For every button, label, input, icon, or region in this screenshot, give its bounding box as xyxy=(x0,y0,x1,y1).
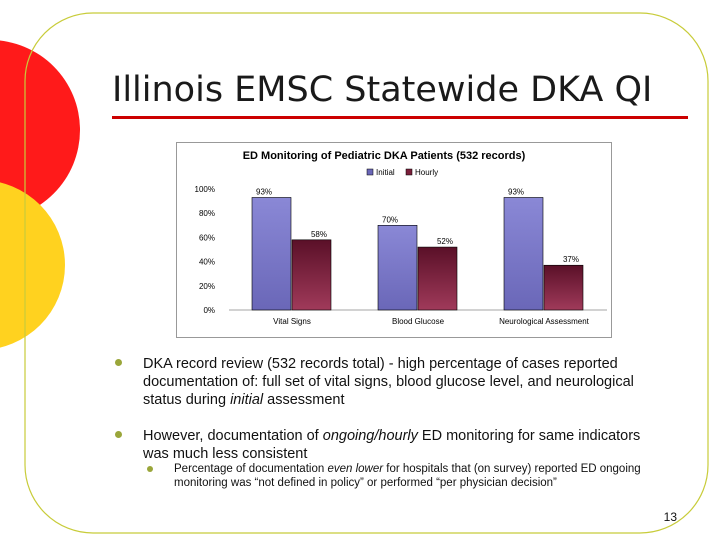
bar-chart: ED Monitoring of Pediatric DKA Patients … xyxy=(195,150,607,326)
text-segment: for hospitals that (on survey) reported … xyxy=(174,463,641,489)
legend-label-initial: Initial xyxy=(376,168,395,177)
sub-bullet-1: Percentage of documentation even lower f… xyxy=(147,463,664,490)
page-number: 13 xyxy=(663,510,677,524)
chart-container: ED Monitoring of Pediatric DKA Patients … xyxy=(176,142,612,338)
text-segment: assessment xyxy=(263,392,345,408)
bullet-2: However, documentation of ongoing/hourly… xyxy=(115,427,643,463)
bullet-dot-icon xyxy=(115,431,122,438)
bullet-dot-icon xyxy=(115,359,122,366)
bar-hourly xyxy=(543,264,584,311)
data-label: 52% xyxy=(437,237,453,246)
text-segment: even lower xyxy=(327,463,384,475)
chart-title: ED Monitoring of Pediatric DKA Patients … xyxy=(243,150,526,162)
data-label: 58% xyxy=(311,230,327,239)
sub-bullet-1-text: Percentage of documentation even lower f… xyxy=(174,463,641,489)
data-label: 93% xyxy=(256,187,272,196)
red-accent-circle xyxy=(0,40,80,220)
text-segment: ongoing/hourly xyxy=(322,428,418,444)
x-tick-label: Blood Glucose xyxy=(392,317,445,326)
bar-initial xyxy=(251,197,292,311)
bar-initial xyxy=(377,225,418,311)
legend-swatch-initial xyxy=(366,168,374,176)
bar-initial xyxy=(503,197,544,311)
x-tick-label: Vital Signs xyxy=(273,317,311,326)
bar-hourly xyxy=(417,246,458,311)
text-segment: DKA record review (532 records total) - … xyxy=(143,356,634,408)
text-segment: initial xyxy=(230,392,264,408)
y-tick-label: 60% xyxy=(199,233,215,242)
text-segment: However, documentation of xyxy=(143,428,323,444)
text-segment: Percentage of documentation xyxy=(174,463,328,475)
title-underline xyxy=(112,116,688,119)
y-tick-label: 0% xyxy=(203,306,215,315)
slide-title: Illinois EMSC Statewide DKA QI xyxy=(112,70,653,110)
bar-hourly xyxy=(291,239,332,311)
y-tick-label: 80% xyxy=(199,209,215,218)
bullet-1-text: DKA record review (532 records total) - … xyxy=(143,356,634,408)
y-tick-label: 100% xyxy=(195,185,215,194)
data-label: 93% xyxy=(508,187,524,196)
text-segment: ED monitoring for same indicators was mu… xyxy=(143,428,641,462)
bullet-2-text: However, documentation of ongoing/hourly… xyxy=(143,428,640,462)
sub-bullet-dot-icon xyxy=(147,466,153,472)
data-label: 70% xyxy=(382,215,398,224)
y-tick-label: 20% xyxy=(199,282,215,291)
yellow-accent-circle xyxy=(0,182,65,348)
legend-label-hourly: Hourly xyxy=(415,168,438,177)
x-tick-label: Neurological Assessment xyxy=(499,317,590,326)
bullet-1: DKA record review (532 records total) - … xyxy=(115,355,643,409)
slide-frame xyxy=(24,12,709,534)
y-tick-label: 40% xyxy=(199,258,215,267)
legend-swatch-hourly xyxy=(405,168,413,176)
data-label: 37% xyxy=(563,255,579,264)
